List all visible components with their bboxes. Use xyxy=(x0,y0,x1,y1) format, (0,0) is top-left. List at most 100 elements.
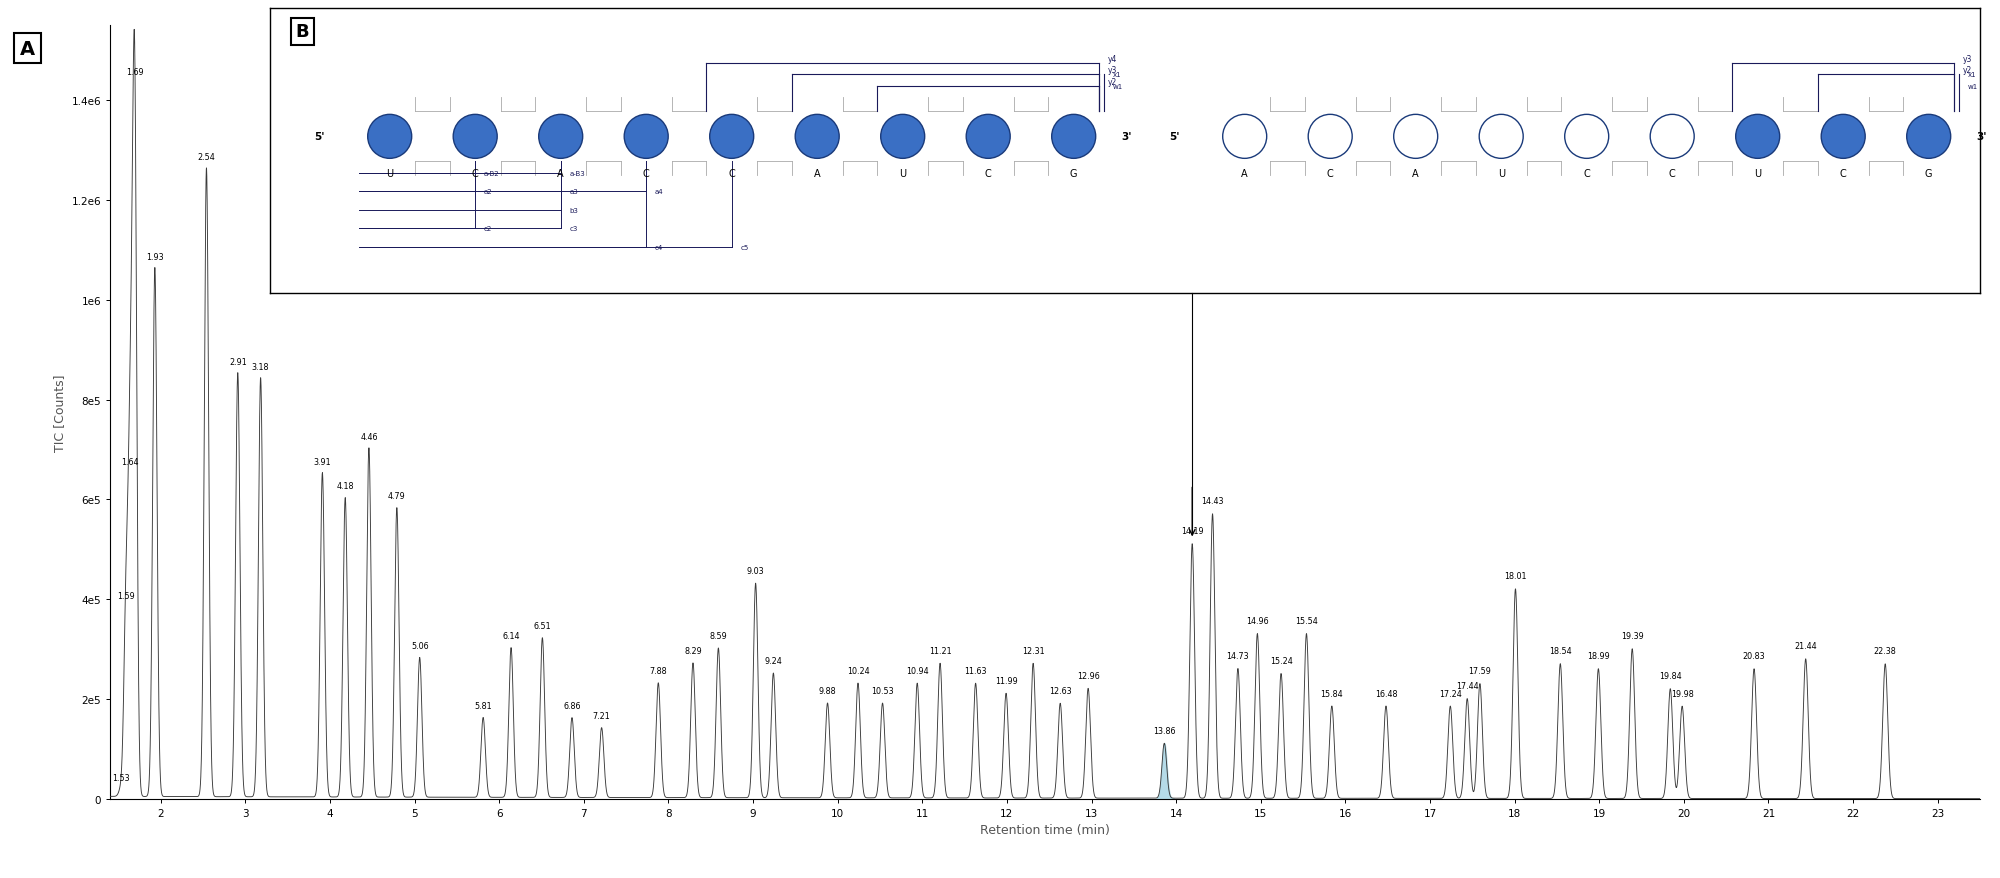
Text: y2: y2 xyxy=(1108,77,1116,87)
Text: 6.14: 6.14 xyxy=(502,631,520,640)
Text: 15.54: 15.54 xyxy=(1296,616,1318,625)
Text: 4.79: 4.79 xyxy=(388,492,406,500)
Text: A: A xyxy=(1242,169,1248,179)
Text: 17.24: 17.24 xyxy=(1438,689,1462,698)
Text: 11.63: 11.63 xyxy=(964,666,986,675)
Ellipse shape xyxy=(1052,115,1096,159)
Text: 9.88: 9.88 xyxy=(818,687,836,695)
Ellipse shape xyxy=(538,115,582,159)
Ellipse shape xyxy=(966,115,1010,159)
Ellipse shape xyxy=(710,115,754,159)
Ellipse shape xyxy=(1564,115,1608,159)
Text: C: C xyxy=(642,169,650,179)
Ellipse shape xyxy=(1394,115,1438,159)
Ellipse shape xyxy=(1650,115,1694,159)
Text: 18.01: 18.01 xyxy=(1504,572,1526,580)
Text: 20.83: 20.83 xyxy=(1742,651,1766,660)
Text: 9.03: 9.03 xyxy=(746,566,764,576)
Text: 21.44: 21.44 xyxy=(1794,642,1818,651)
Ellipse shape xyxy=(1222,115,1266,159)
Text: 8.59: 8.59 xyxy=(710,631,728,640)
Text: 5': 5' xyxy=(314,133,324,142)
Text: c2: c2 xyxy=(484,226,492,232)
Text: x1: x1 xyxy=(1968,72,1976,78)
Text: y2: y2 xyxy=(1962,66,1972,76)
Text: 19.84: 19.84 xyxy=(1658,672,1682,680)
Text: y3: y3 xyxy=(1962,54,1972,64)
Ellipse shape xyxy=(454,115,498,159)
Text: 6.86: 6.86 xyxy=(564,702,580,710)
Text: c4: c4 xyxy=(654,245,664,250)
Text: 19.39: 19.39 xyxy=(1620,631,1644,640)
Text: A: A xyxy=(558,169,564,179)
Text: 12.31: 12.31 xyxy=(1022,646,1044,655)
Ellipse shape xyxy=(1906,115,1950,159)
Text: 15.24: 15.24 xyxy=(1270,657,1292,666)
Text: 12.63: 12.63 xyxy=(1048,687,1072,695)
Text: A: A xyxy=(1412,169,1420,179)
Text: 5.06: 5.06 xyxy=(410,642,428,651)
Text: a3: a3 xyxy=(570,189,578,195)
Text: 1.64: 1.64 xyxy=(122,457,140,466)
Ellipse shape xyxy=(796,115,840,159)
Text: 9.24: 9.24 xyxy=(764,657,782,666)
Text: 3.18: 3.18 xyxy=(252,363,270,371)
Text: 10.53: 10.53 xyxy=(872,687,894,695)
Text: C: C xyxy=(1840,169,1846,179)
Text: 10.94: 10.94 xyxy=(906,666,928,675)
Text: 5': 5' xyxy=(1170,133,1180,142)
Text: a2: a2 xyxy=(484,189,492,195)
Ellipse shape xyxy=(368,115,412,159)
Text: 16.48: 16.48 xyxy=(1374,689,1398,698)
Text: B: B xyxy=(296,23,310,41)
Text: 22.38: 22.38 xyxy=(1874,646,1896,655)
Text: w1: w1 xyxy=(1112,83,1124,90)
Text: U: U xyxy=(900,169,906,179)
Text: 14.43: 14.43 xyxy=(1202,497,1224,506)
Text: U: U xyxy=(386,169,394,179)
Text: C: C xyxy=(1584,169,1590,179)
Text: 7.88: 7.88 xyxy=(650,666,668,675)
Text: C: C xyxy=(1668,169,1676,179)
Text: G: G xyxy=(1924,169,1932,179)
Text: 14.19: 14.19 xyxy=(1180,527,1204,536)
Text: 11.21: 11.21 xyxy=(928,646,952,655)
Text: y4: y4 xyxy=(1108,54,1118,64)
Text: 19.98: 19.98 xyxy=(1670,689,1694,698)
Text: w1: w1 xyxy=(1968,83,1978,90)
Text: a-B3: a-B3 xyxy=(570,170,584,176)
Text: 5.81: 5.81 xyxy=(474,702,492,710)
Ellipse shape xyxy=(880,115,924,159)
Text: 2.54: 2.54 xyxy=(198,153,216,162)
Text: U: U xyxy=(1498,169,1504,179)
Text: 14.96: 14.96 xyxy=(1246,616,1268,625)
Text: 11.99: 11.99 xyxy=(994,676,1018,686)
Text: A: A xyxy=(20,40,36,59)
Ellipse shape xyxy=(1308,115,1352,159)
Text: 1.59: 1.59 xyxy=(118,592,134,601)
Text: U: U xyxy=(1754,169,1762,179)
Text: c3: c3 xyxy=(570,226,578,232)
Text: 2.91: 2.91 xyxy=(228,357,246,366)
Text: 10.24: 10.24 xyxy=(846,666,870,675)
Text: 17.44: 17.44 xyxy=(1456,681,1478,690)
Text: 13.86: 13.86 xyxy=(1154,726,1176,735)
Text: A: A xyxy=(814,169,820,179)
Text: 4.18: 4.18 xyxy=(336,482,354,491)
Text: y3: y3 xyxy=(1108,66,1118,76)
Text: 15.84: 15.84 xyxy=(1320,689,1344,698)
Text: 3': 3' xyxy=(1976,133,1986,142)
Text: C: C xyxy=(984,169,992,179)
Text: 18.54: 18.54 xyxy=(1548,646,1572,655)
Text: 1.53: 1.53 xyxy=(112,774,130,782)
Text: G: G xyxy=(1070,169,1078,179)
Text: 18.99: 18.99 xyxy=(1588,651,1610,660)
Text: c5: c5 xyxy=(740,245,748,250)
Text: x1: x1 xyxy=(1112,72,1122,78)
Text: C: C xyxy=(472,169,478,179)
Ellipse shape xyxy=(1822,115,1866,159)
Text: C: C xyxy=(1326,169,1334,179)
X-axis label: Retention time (min): Retention time (min) xyxy=(980,824,1110,837)
Text: 1.93: 1.93 xyxy=(146,253,164,262)
Text: 14.73: 14.73 xyxy=(1226,651,1250,660)
